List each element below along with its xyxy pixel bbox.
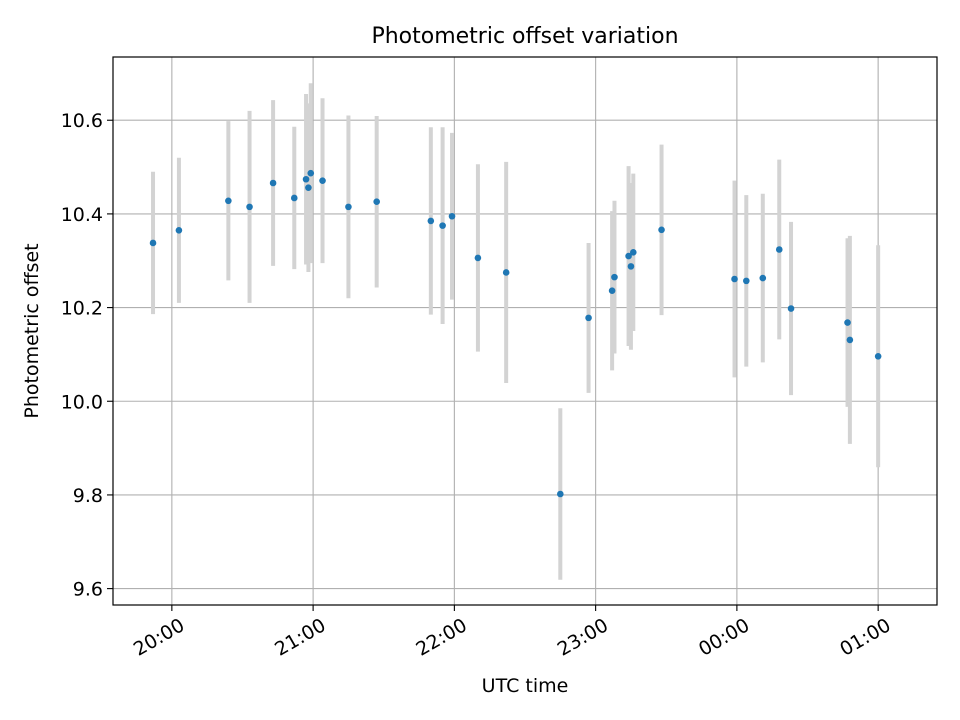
x-axis-label: UTC time <box>482 675 569 697</box>
error-bars <box>151 83 881 580</box>
data-point <box>846 336 854 344</box>
data-point <box>874 352 882 360</box>
data-point <box>269 179 277 187</box>
y-tick-label: 10.4 <box>61 204 103 226</box>
y-tick-label: 9.8 <box>73 485 103 507</box>
data-point <box>302 175 310 183</box>
data-point <box>787 305 795 312</box>
data-point <box>658 226 665 234</box>
data-point <box>319 177 326 184</box>
gridlines <box>113 57 937 605</box>
data-point <box>775 246 783 253</box>
data-point <box>731 275 738 283</box>
data-point <box>629 249 637 256</box>
x-tick-label: 20:00 <box>130 614 188 660</box>
data-point <box>307 169 315 177</box>
x-axis-ticks: 20:00 21:00 22:00 23:00 00:00 01:00 <box>130 605 895 661</box>
x-tick-label: 00:00 <box>695 614 753 660</box>
plot-frame <box>112 56 938 606</box>
data-point <box>345 203 352 211</box>
data-point <box>175 226 183 234</box>
data-point <box>608 287 616 295</box>
x-tick-label: 23:00 <box>554 614 612 660</box>
data-point <box>611 273 618 281</box>
data-point <box>246 203 253 211</box>
data-point <box>759 274 767 282</box>
data-points <box>149 169 882 498</box>
x-tick-label: 21:00 <box>271 614 329 660</box>
y-axis-ticks: 9.6 9.8 10.0 10.2 10.4 10.6 <box>61 110 113 601</box>
data-point <box>627 263 635 270</box>
chart-title: Photometric offset variation <box>371 24 678 49</box>
data-point <box>439 222 446 229</box>
data-point <box>448 212 456 220</box>
data-point <box>625 252 632 260</box>
data-point <box>373 198 380 206</box>
data-point <box>427 217 435 225</box>
x-tick-label: 01:00 <box>836 614 894 660</box>
data-point <box>502 269 510 276</box>
data-point <box>225 197 232 205</box>
y-tick-label: 10.6 <box>61 110 103 132</box>
data-point <box>149 239 157 247</box>
data-point <box>290 194 298 202</box>
y-tick-label: 10.0 <box>61 391 103 413</box>
x-tick-label: 22:00 <box>412 614 470 660</box>
data-point <box>305 184 312 191</box>
y-axis-label: Photometric offset <box>21 243 43 418</box>
data-point <box>585 314 592 322</box>
y-tick-label: 9.6 <box>73 579 103 601</box>
y-tick-label: 10.2 <box>61 298 103 320</box>
data-point <box>474 254 482 262</box>
data-point <box>844 319 851 326</box>
data-point <box>743 277 750 285</box>
data-point <box>557 490 564 498</box>
